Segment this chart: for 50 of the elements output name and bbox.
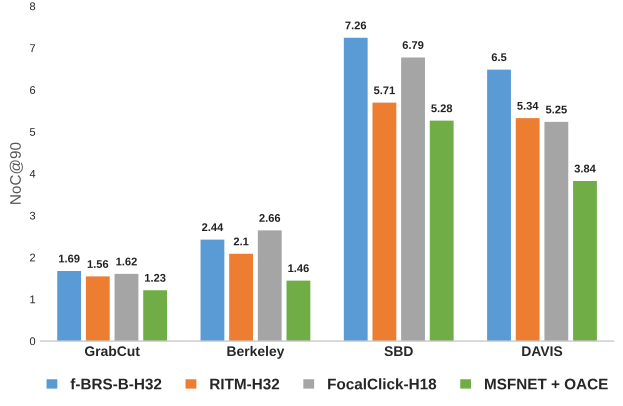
bar <box>142 288 168 342</box>
bar <box>56 270 82 342</box>
y-tick-label: 2 <box>30 254 36 262</box>
y-tick-label: 5 <box>30 128 36 136</box>
data-label: 5.34 <box>517 102 538 110</box>
data-label: 1.69 <box>59 254 80 263</box>
y-tick-label: 0 <box>30 337 36 346</box>
bar <box>113 272 140 342</box>
data-label: 6.5 <box>492 53 506 62</box>
bar <box>371 101 398 342</box>
data-label: 1.62 <box>116 258 137 266</box>
bar <box>342 36 370 342</box>
legend-label: MSFNET + OACE <box>485 378 608 390</box>
y-tick-label: 8 <box>30 2 36 10</box>
bar <box>543 120 570 342</box>
y-tick-label: 1 <box>30 296 36 304</box>
bar <box>256 228 284 342</box>
data-label: 3.84 <box>574 164 596 173</box>
legend-label: f-BRS-B-H32 <box>70 378 162 390</box>
x-tick-label: SBD <box>384 346 413 356</box>
data-label: 5.28 <box>431 104 452 112</box>
bar <box>428 119 456 342</box>
bar <box>285 279 312 342</box>
bar <box>228 252 254 342</box>
y-tick-label: 6 <box>30 86 36 94</box>
bar <box>486 68 512 342</box>
y-tick-label: 4 <box>30 170 36 178</box>
x-tick-label: Berkeley <box>227 346 284 359</box>
bar <box>572 180 598 342</box>
data-label: 5.71 <box>374 86 395 94</box>
bar <box>199 238 226 342</box>
data-label: 5.25 <box>546 106 567 114</box>
bar <box>514 116 541 342</box>
legend-label: FocalClick-H18 <box>328 378 436 390</box>
data-label: 2.66 <box>259 214 280 222</box>
data-label: 6.79 <box>402 41 424 49</box>
data-label: 1.46 <box>288 264 309 272</box>
y-tick-label: 7 <box>30 44 36 52</box>
data-label: 1.56 <box>88 260 108 268</box>
legend-label: RITM-H32 <box>210 378 280 390</box>
y-tick-label: 3 <box>30 212 36 220</box>
data-label: 7.26 <box>345 21 366 30</box>
x-tick-label: DAVIS <box>522 346 562 356</box>
data-label: 2.44 <box>202 223 224 232</box>
y-axis-title: NoC@90 <box>10 142 23 204</box>
bar <box>84 275 112 342</box>
data-label: 1.23 <box>145 274 166 282</box>
data-label: 2.1 <box>234 237 249 246</box>
x-tick-label: GrabCut <box>84 346 140 356</box>
bar <box>400 56 426 342</box>
